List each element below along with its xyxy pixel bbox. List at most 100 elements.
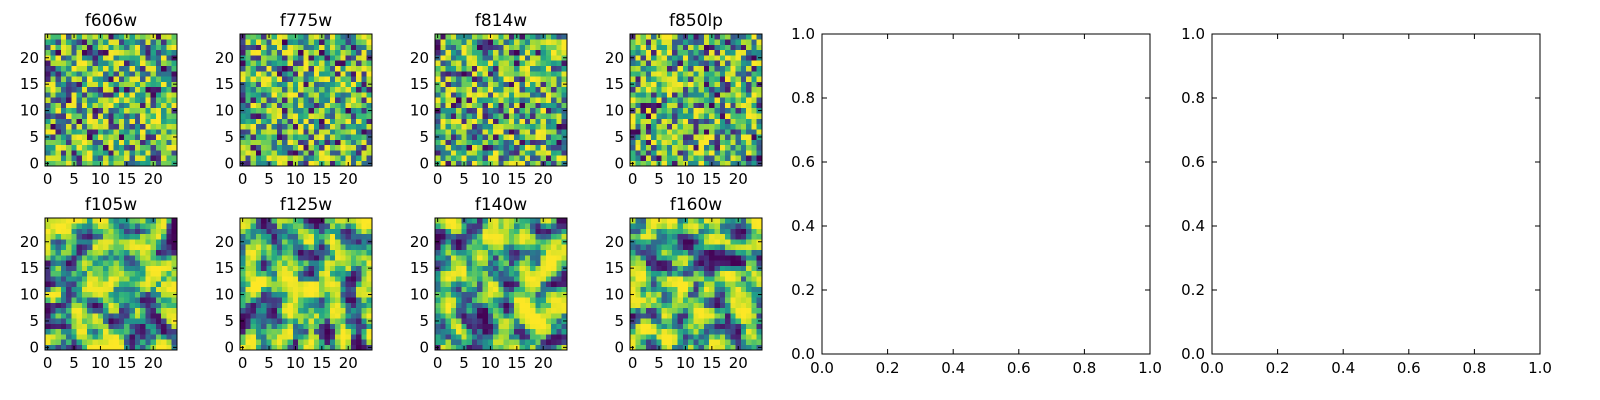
heatmap-cell [682,150,689,156]
heatmap-cell [335,49,341,56]
heatmap-cell [693,39,699,45]
heatmap-cell [140,144,146,151]
heatmap-cell [71,291,77,298]
heatmap-cell [255,228,262,235]
heatmap-cell [134,81,141,88]
heatmap-cell [666,97,673,103]
heatmap-cell [145,60,151,66]
heatmap-cell [113,223,120,229]
heatmap-cell [319,49,325,56]
heatmap-cell [124,291,130,298]
heatmap-cell [450,239,457,245]
heatmap-cell [698,92,705,98]
heatmap-cell [356,307,362,314]
heatmap-cell [461,318,467,324]
heatmap-cell [245,276,251,282]
heatmap-cell [129,281,136,287]
heatmap-cell [240,113,246,119]
heatmap-cell [487,276,494,282]
heatmap-cell [345,239,352,245]
heatmap-cell [471,339,478,346]
heatmap-cell [87,44,93,51]
heatmap-cell [161,281,167,287]
heatmap-cell [303,244,309,250]
x-tick-label: 10 [91,170,110,188]
heatmap-cell [361,344,368,351]
heatmap-cell [725,144,731,151]
heatmap-cell [92,307,99,314]
heatmap-cell [113,123,120,130]
heatmap-cell [530,113,536,119]
heatmap-cell [356,107,362,114]
heatmap-cell [287,39,294,45]
heatmap-cell [113,81,120,88]
heatmap-cell [651,318,657,324]
heatmap-cell [471,118,478,125]
heatmap-cell [313,60,320,66]
heatmap-cell [276,160,283,167]
heatmap-cell [329,344,336,351]
heatmap-cell [661,291,668,298]
heatmap-cell [356,113,362,119]
heatmap-cell [298,113,304,119]
heatmap-cell [313,92,320,98]
heatmap-cell [118,65,125,72]
heatmap-cell [698,107,705,114]
heatmap-cell [282,76,288,82]
heatmap-cell [124,123,130,130]
heatmap-cell [245,134,251,140]
heatmap-cell [240,276,246,282]
heatmap-cell [92,244,99,250]
heatmap-cell [735,281,742,287]
heatmap-cell [666,276,673,282]
heatmap-cell [640,60,647,66]
axes-frame [44,33,178,167]
heatmap-cell [493,118,499,125]
heatmap-cell [66,102,72,109]
heatmap-cell [740,339,747,346]
heatmap-cell [66,97,72,103]
heatmap-cell [666,34,673,40]
heatmap-cell [540,97,547,103]
heatmap-cell [292,44,299,51]
heatmap-cell [92,65,99,72]
heatmap-cell [292,244,299,250]
heatmap-cell [672,55,678,61]
heatmap-cell [651,92,657,98]
heatmap-cell [103,265,109,272]
heatmap-cell [87,260,93,266]
heatmap-cell [672,134,678,140]
heatmap-cell [140,276,146,282]
heatmap-cell [271,228,278,235]
heatmap-cell [166,123,173,130]
heatmap-cell [551,113,557,119]
heatmap-cell [356,60,362,66]
heatmap-cell [92,260,99,266]
heatmap-cell [292,60,299,66]
heatmap-cell [524,113,531,119]
heatmap-cell [688,118,694,125]
heatmap-cell [545,323,552,330]
heatmap-cell [345,265,352,272]
heatmap-cell [746,60,752,66]
heatmap-cell [519,244,526,250]
heatmap-cell [145,123,151,130]
heatmap-cell [255,65,262,72]
heatmap-cell [651,144,657,151]
heatmap-cell [292,228,299,235]
heatmap-cell [319,55,325,61]
heatmap-cell [677,291,684,298]
heatmap-cell [308,344,315,351]
heatmap-cell [682,113,689,119]
heatmap-cell [482,244,489,250]
heatmap-cell [298,270,304,277]
heatmap-cell [751,339,758,346]
heatmap-cell [292,281,299,287]
heatmap-cell [298,334,304,340]
heatmap-cell [709,150,715,156]
heatmap-cell [561,76,568,82]
heatmap-cell [145,260,151,266]
heatmap-cell [709,276,715,282]
heatmap-cell [76,60,83,66]
heatmap-cell [55,65,62,72]
